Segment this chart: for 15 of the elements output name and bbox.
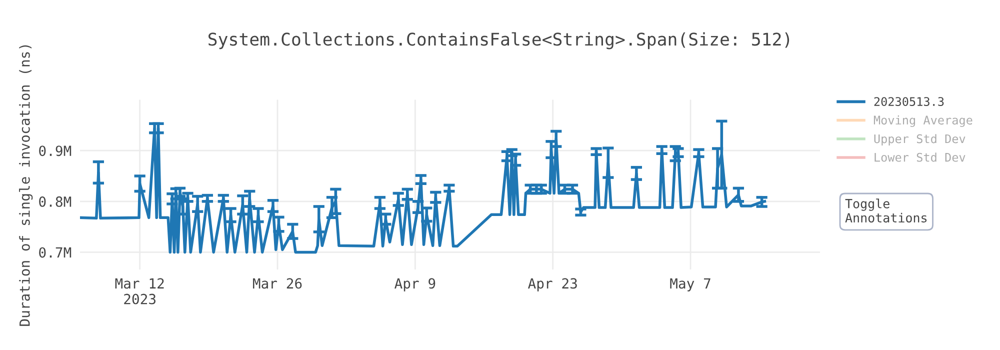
y-tick-label: 0.8M (39, 196, 72, 207)
y-tick-label: 0.9M (39, 146, 72, 156)
x-tick-label: Apr 23 (528, 278, 577, 292)
text: Toggle Annotations (845, 198, 927, 222)
legend-label: Lower Std Dev (874, 152, 966, 162)
legend-label: Upper Std Dev (874, 134, 966, 146)
chart-title: System.Collections.ContainsFalse<String>.Span(Size: 512) (208, 32, 790, 50)
x-tick-label: Apr 9 (394, 278, 436, 292)
x-tick-label: May 7 (670, 278, 710, 292)
x-tick-label: Mar 12 2023 (115, 278, 164, 304)
x-tick-label: Mar 26 (252, 278, 302, 289)
y-axis-title: Duration of single invocation (ns) (19, 45, 33, 326)
legend-label: 20230513.3 (874, 97, 944, 106)
legend-label: Moving Average (874, 115, 972, 127)
y-tick-label: 0.7M (39, 247, 72, 258)
